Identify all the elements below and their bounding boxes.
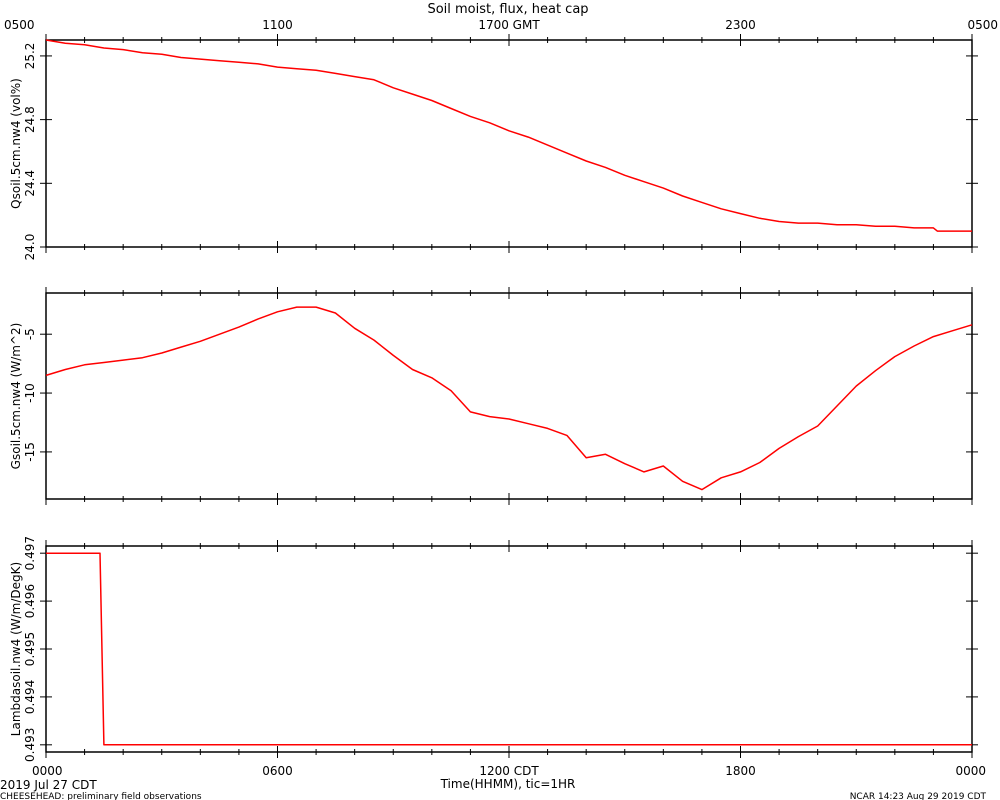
top-tick-label: 2300	[725, 18, 756, 32]
time-axis-label: Time(HHMM), tic=1HR	[440, 777, 576, 791]
y-tick-label: 0.497	[23, 536, 37, 570]
y-tick-label: -15	[23, 442, 37, 462]
y-tick-label: 25.2	[23, 43, 37, 70]
bottom-cdt-axis: 0000 0600 1200 CDT 1800 0000	[32, 764, 986, 778]
start-date-label: 2019 Jul 27 CDT	[0, 778, 97, 792]
series-line	[46, 552, 972, 746]
y-tick-label: 24.0	[23, 234, 37, 261]
y-tick-label: 24.4	[23, 170, 37, 197]
y-tick-label: 0.493	[23, 728, 37, 762]
top-gmt-axis: 0500 1100 1700 GMT 2300 0500	[4, 18, 998, 32]
y-tick-label: -5	[23, 328, 37, 340]
y-axis-label: Qsoil.5cm.nw4 (vol%)	[9, 78, 23, 209]
series-line	[45, 306, 973, 491]
y-axis-label: Lambdasoil.nw4 (W/m/DegK)	[9, 562, 23, 736]
top-tick-label: 1100	[262, 18, 293, 32]
figure-title: Soil moist, flux, heat cap	[427, 2, 588, 17]
panel-3: 0.493 0.494 0.495 0.496 0.497Lambdasoil.nw4 …	[9, 536, 978, 762]
y-tick-label: 24.8	[23, 106, 37, 133]
y-axis-label: Gsoil.5cm.nw4 (W/m^2)	[9, 323, 23, 470]
panel-frame	[45, 545, 973, 753]
top-tick-label: 0500	[967, 18, 998, 32]
bottom-tick-label: 0000	[32, 764, 63, 778]
panel-frame	[45, 292, 973, 500]
bottom-tick-label: 1200 CDT	[479, 764, 539, 778]
bottom-tick-label: 0600	[262, 764, 293, 778]
credit-label: NCAR 14:23 Aug 29 2019 CDT	[850, 792, 987, 800]
y-tick-label: 0.494	[23, 680, 37, 714]
panel-frame	[45, 39, 973, 248]
bottom-tick-label: 1800	[725, 764, 756, 778]
top-tick-label: 0500	[4, 18, 35, 32]
y-tick-label: 0.496	[23, 584, 37, 618]
top-tick-label: 1700 GMT	[478, 18, 540, 32]
bottom-tick-label: 0000	[955, 764, 986, 778]
series-line	[45, 39, 972, 232]
y-tick-label: 0.495	[23, 632, 37, 666]
project-note: CHEESEHEAD: preliminary field observatio…	[0, 792, 202, 800]
y-tick-label: -10	[23, 383, 37, 403]
